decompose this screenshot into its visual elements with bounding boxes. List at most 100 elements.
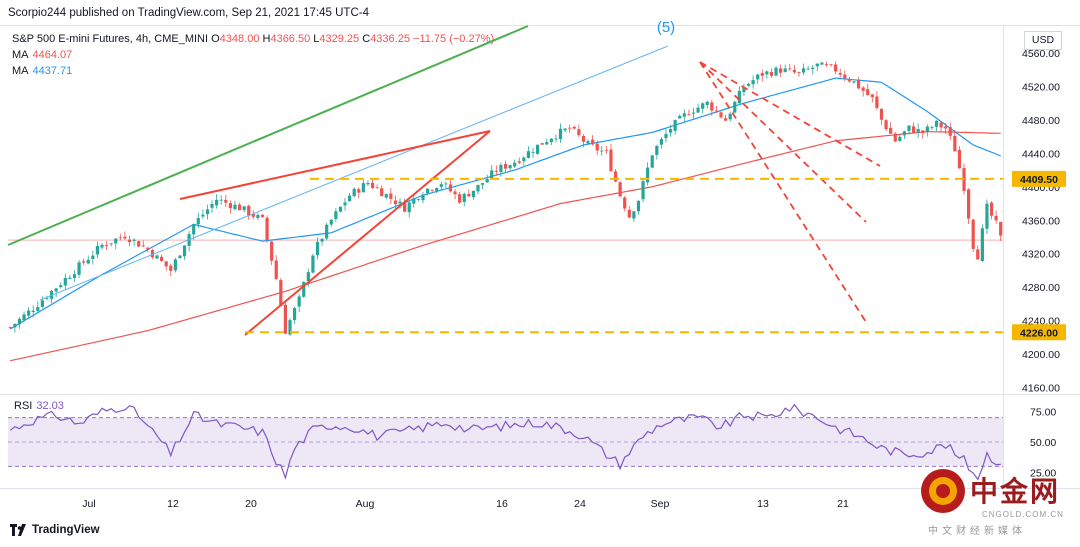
candle-body: [72, 274, 77, 278]
candle-body: [123, 236, 127, 239]
time-tick-label: 24: [574, 498, 586, 510]
candle: [902, 130, 907, 140]
candle: [467, 189, 471, 197]
candle: [976, 245, 980, 260]
candle: [237, 202, 242, 211]
candle-body: [219, 199, 223, 201]
candle-body: [595, 143, 599, 151]
candle-body: [609, 149, 613, 172]
candle: [838, 68, 842, 78]
candle-body: [146, 247, 150, 250]
candle-body: [604, 149, 608, 151]
candle-body: [380, 188, 384, 197]
candle: [270, 241, 274, 266]
candle-body: [283, 304, 288, 334]
candle-body: [765, 71, 769, 75]
candle-body: [540, 143, 544, 145]
candle: [36, 301, 40, 313]
candle-body: [627, 209, 631, 218]
candle: [164, 261, 168, 271]
candle: [425, 188, 430, 196]
candle-body: [517, 161, 521, 163]
ma2-row[interactable]: MA 4437.71: [12, 63, 494, 79]
candle-body: [980, 228, 984, 261]
candle-body: [63, 277, 67, 286]
candle: [306, 268, 310, 287]
candle: [118, 233, 122, 241]
candle-body: [733, 101, 737, 113]
open-value: 4348.00: [219, 33, 260, 45]
candle: [302, 281, 306, 298]
candle-body: [361, 183, 365, 193]
candle-body: [311, 255, 315, 273]
candle-body: [646, 167, 650, 183]
candle: [728, 111, 732, 122]
candle-body: [659, 139, 664, 145]
candle: [109, 243, 113, 247]
candle: [742, 83, 746, 96]
candle-body: [820, 62, 824, 65]
candle-body: [256, 214, 260, 218]
publisher-line: Scorpio244 published on TradingView.com,…: [8, 7, 369, 19]
candle: [636, 200, 641, 215]
candle: [160, 254, 164, 262]
candle: [526, 146, 531, 159]
candle-body: [701, 103, 705, 109]
candle-body: [36, 307, 40, 311]
candle: [196, 212, 200, 229]
candle-body: [714, 110, 719, 112]
candle: [334, 208, 338, 223]
candle-body: [600, 150, 604, 152]
candle: [104, 241, 109, 251]
candle-body: [458, 194, 462, 203]
candle-body: [247, 205, 251, 216]
candle: [558, 123, 563, 144]
candle-body: [994, 216, 998, 221]
candle: [921, 129, 925, 139]
candle: [54, 287, 58, 297]
candle: [600, 146, 604, 156]
candle-body: [242, 206, 246, 211]
ma1-value: 4464.07: [32, 49, 73, 61]
candle: [476, 184, 480, 195]
candle: [439, 181, 443, 190]
candle: [733, 100, 737, 114]
rsi-tick-label: 25.00: [1030, 468, 1056, 480]
currency-button[interactable]: USD: [1024, 31, 1062, 50]
candle-body: [723, 118, 728, 121]
candle-body: [774, 67, 778, 76]
candle-body: [91, 255, 95, 259]
candle-body: [870, 94, 874, 98]
candle: [834, 61, 838, 75]
time-tick-label: Jul: [82, 498, 95, 510]
candle: [490, 164, 494, 180]
candle-body: [127, 239, 132, 243]
candle: [944, 123, 948, 134]
candle: [251, 210, 255, 220]
tradingview-logo[interactable]: TradingView: [10, 524, 100, 536]
candle-body: [875, 96, 879, 108]
candle: [182, 245, 187, 260]
candle-body: [618, 182, 622, 197]
candle-body: [948, 127, 952, 136]
candle: [31, 305, 35, 318]
candle: [513, 159, 517, 168]
candle-body: [306, 272, 310, 282]
candle: [994, 210, 998, 224]
rsi-legend[interactable]: RSI 32.03: [14, 400, 64, 412]
symbol-name[interactable]: S&P 500 E-mini Futures, 4h, CME_MINI: [12, 33, 209, 45]
candle-body: [13, 323, 17, 328]
candle: [503, 160, 508, 173]
candle-body: [856, 79, 861, 89]
candle: [123, 231, 127, 240]
candle: [265, 215, 269, 243]
candle: [320, 238, 324, 246]
candle-body: [393, 200, 398, 205]
candle-body: [444, 183, 448, 185]
green-trendline: [7, 25, 529, 246]
candle-body: [815, 63, 819, 67]
candle-body: [476, 184, 480, 192]
ma2-label: MA: [12, 65, 29, 77]
ma1-row[interactable]: MA 4464.07: [12, 47, 494, 63]
